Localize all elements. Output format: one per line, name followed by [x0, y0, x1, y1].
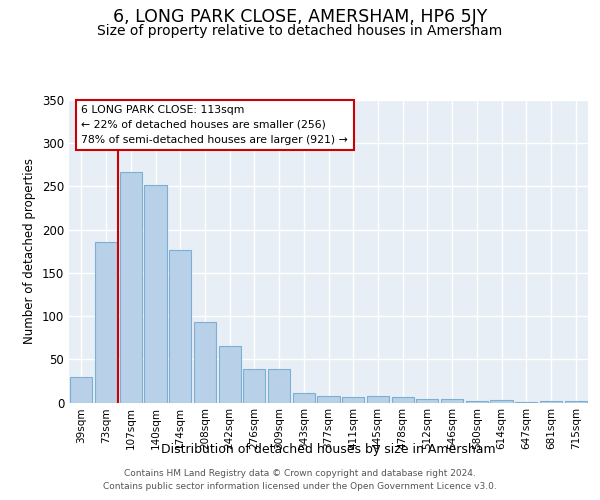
Text: Contains HM Land Registry data © Crown copyright and database right 2024.
Contai: Contains HM Land Registry data © Crown c…	[103, 469, 497, 491]
Bar	[70, 376, 92, 402]
Bar	[119, 172, 142, 402]
Bar	[145, 184, 167, 402]
Bar	[466, 401, 488, 402]
Text: Distribution of detached houses by size in Amersham: Distribution of detached houses by size …	[161, 442, 496, 456]
Bar	[490, 400, 512, 402]
Bar	[218, 346, 241, 403]
Bar	[416, 399, 439, 402]
Text: 6, LONG PARK CLOSE, AMERSHAM, HP6 5JY: 6, LONG PARK CLOSE, AMERSHAM, HP6 5JY	[113, 8, 487, 26]
Bar	[540, 401, 562, 402]
Bar	[367, 396, 389, 402]
Text: Size of property relative to detached houses in Amersham: Size of property relative to detached ho…	[97, 24, 503, 38]
Bar	[392, 398, 414, 402]
Bar	[194, 322, 216, 402]
Bar	[317, 396, 340, 402]
Y-axis label: Number of detached properties: Number of detached properties	[23, 158, 37, 344]
Bar	[268, 369, 290, 402]
Bar	[342, 398, 364, 402]
Bar	[95, 242, 117, 402]
Bar	[243, 369, 265, 402]
Bar	[441, 399, 463, 402]
Bar	[565, 401, 587, 402]
Bar	[169, 250, 191, 402]
Bar	[293, 393, 315, 402]
Text: 6 LONG PARK CLOSE: 113sqm
← 22% of detached houses are smaller (256)
78% of semi: 6 LONG PARK CLOSE: 113sqm ← 22% of detac…	[82, 105, 348, 145]
